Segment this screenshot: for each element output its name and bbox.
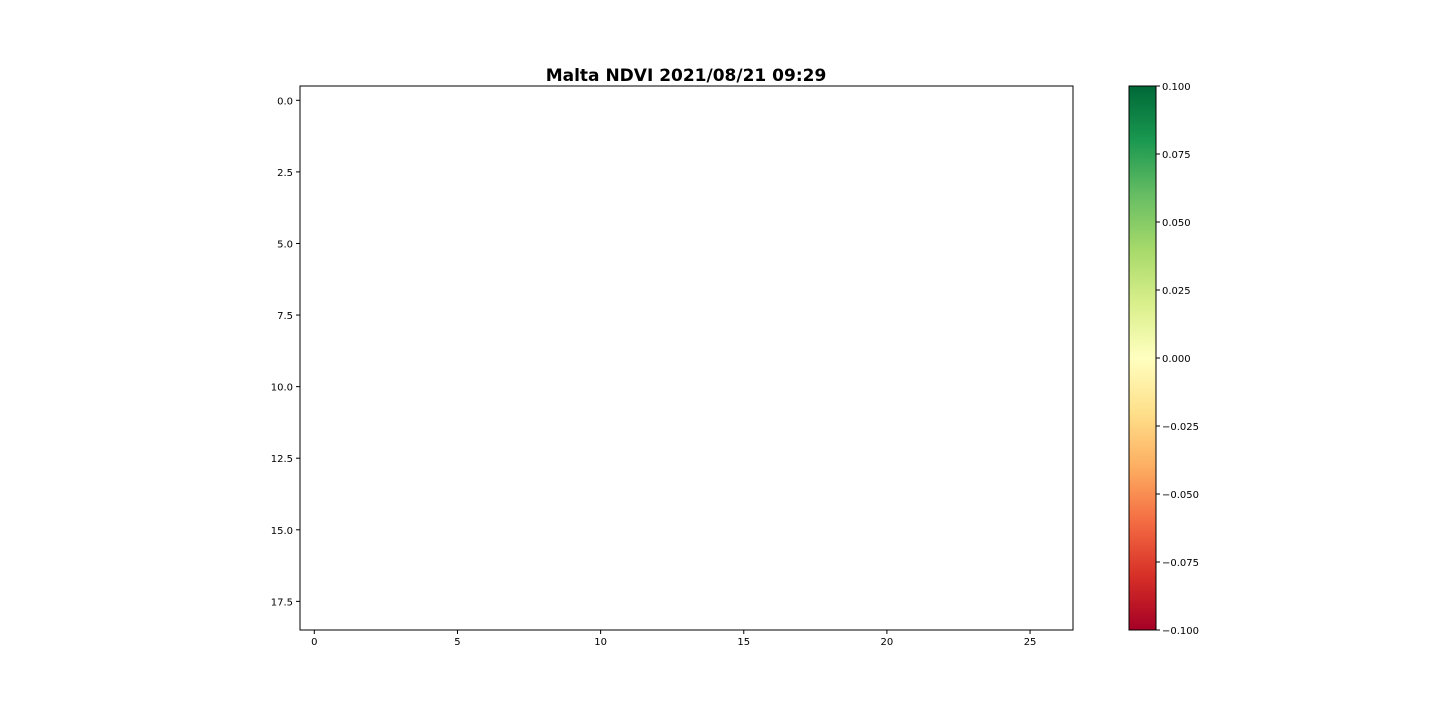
colorbar-tick-label: −0.050: [1162, 490, 1199, 501]
y-tick-label: 12.5: [271, 454, 293, 465]
colorbar-axis: 0.100 0.075 0.050 0.025 0.000 −0.025 −0.050 −0.…: [1156, 82, 1199, 637]
y-axis: 0.0 2.5 5.0 7.5 10.0 12.5 15.0 17.5: [271, 96, 300, 608]
colorbar-tick-label: −0.075: [1162, 558, 1199, 569]
colorbar-tick-label: 0.050: [1162, 218, 1191, 229]
y-tick-label: 10.0: [271, 383, 293, 394]
colorbar-gradient: [1128, 85, 1157, 631]
chart-title: Malta NDVI 2021/08/21 09:29: [546, 66, 827, 86]
colorbar-tick-label: 0.025: [1162, 286, 1191, 297]
colorbar-tick-label: 0.000: [1162, 354, 1191, 365]
y-tick-label: 2.5: [277, 168, 293, 179]
x-axis: 0 5 10 15 20 25: [311, 630, 1036, 648]
x-tick-label: 15: [737, 637, 750, 648]
y-tick-label: 0.0: [277, 96, 293, 107]
x-tick-label: 20: [881, 637, 894, 648]
y-tick-label: 15.0: [271, 526, 293, 537]
heatmap-frame: [299, 85, 1074, 631]
colorbar-tick-label: −0.025: [1162, 422, 1199, 433]
x-tick-label: 5: [454, 637, 460, 648]
colorbar-tick-label: −0.100: [1162, 626, 1199, 637]
x-tick-label: 0: [311, 637, 317, 648]
y-tick-label: 17.5: [271, 597, 293, 608]
x-tick-label: 25: [1024, 637, 1037, 648]
y-tick-label: 7.5: [277, 311, 293, 322]
plot-area: 0 5 10 15 20 25 0.0 2.5 5.0 7.5 10.0 12.5 15.0 17.5: [271, 85, 1074, 648]
y-tick-label: 5.0: [277, 239, 293, 250]
colorbar-tick-label: 0.075: [1162, 150, 1191, 161]
colorbar-tick-label: 0.100: [1162, 82, 1191, 93]
x-tick-label: 10: [594, 637, 607, 648]
colorbar: 0.100 0.075 0.050 0.025 0.000 −0.025 −0.050 −0.…: [1128, 82, 1199, 637]
